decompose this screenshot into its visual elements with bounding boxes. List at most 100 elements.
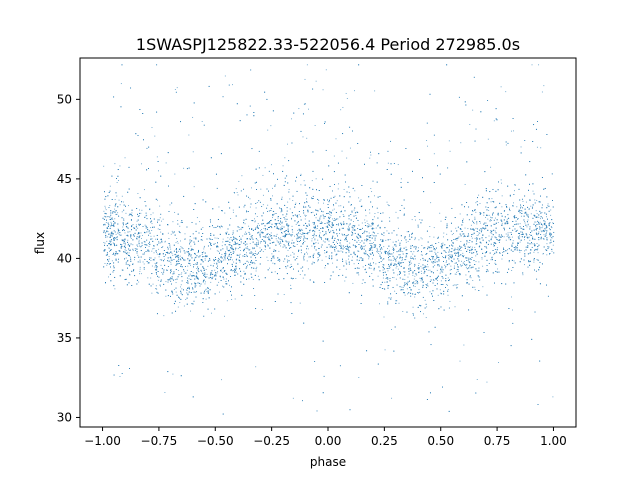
data-point xyxy=(186,289,188,291)
data-point xyxy=(194,283,196,285)
data-point xyxy=(132,250,134,252)
data-point xyxy=(255,270,257,272)
data-point xyxy=(356,235,358,237)
data-point xyxy=(490,230,492,232)
data-point xyxy=(465,266,467,268)
data-point xyxy=(470,277,472,279)
data-point xyxy=(213,259,215,261)
data-point xyxy=(535,210,537,212)
data-point xyxy=(180,221,182,223)
data-point xyxy=(524,250,526,252)
data-point xyxy=(406,256,408,258)
data-point xyxy=(215,267,217,269)
data-point xyxy=(374,213,376,214)
data-point xyxy=(407,293,408,295)
data-point xyxy=(296,237,298,239)
data-point xyxy=(460,240,462,242)
data-point xyxy=(308,223,310,225)
data-point xyxy=(475,227,477,229)
data-point xyxy=(370,154,372,156)
data-point xyxy=(456,271,458,273)
data-point xyxy=(128,273,130,275)
data-point xyxy=(536,146,538,148)
data-point xyxy=(527,219,529,221)
data-point xyxy=(205,288,207,290)
data-point xyxy=(238,229,240,231)
data-point xyxy=(204,258,206,260)
data-point xyxy=(385,239,387,241)
data-point xyxy=(347,248,349,250)
data-point xyxy=(256,266,258,268)
data-point xyxy=(167,260,169,261)
data-point xyxy=(417,282,419,284)
data-point xyxy=(362,266,364,268)
data-point xyxy=(333,208,335,210)
data-point xyxy=(534,215,536,217)
data-point xyxy=(211,277,213,279)
data-point xyxy=(138,239,140,241)
data-point xyxy=(261,229,262,231)
data-point xyxy=(287,249,289,251)
data-point xyxy=(307,253,309,255)
data-point xyxy=(267,233,269,234)
data-point xyxy=(158,256,160,258)
data-point xyxy=(392,248,394,250)
data-point xyxy=(220,270,222,272)
data-point xyxy=(353,263,355,265)
data-point xyxy=(273,213,275,215)
data-point xyxy=(347,230,349,232)
data-point xyxy=(526,236,528,238)
data-point xyxy=(449,254,451,256)
data-point xyxy=(513,130,514,132)
data-point xyxy=(513,202,514,204)
data-point xyxy=(104,282,106,284)
data-point xyxy=(383,235,385,237)
data-point xyxy=(287,201,289,203)
data-point xyxy=(302,277,304,279)
data-point xyxy=(245,231,247,233)
data-point xyxy=(195,275,197,276)
data-point xyxy=(505,91,507,93)
data-point xyxy=(245,247,247,249)
data-point xyxy=(186,292,188,294)
data-point xyxy=(224,212,226,214)
data-point xyxy=(216,272,218,274)
data-point xyxy=(536,216,538,218)
data-point xyxy=(433,153,435,155)
data-point xyxy=(139,270,141,272)
data-point xyxy=(530,205,532,207)
data-point xyxy=(120,83,122,85)
data-point xyxy=(152,259,154,260)
data-point xyxy=(474,289,476,291)
data-point xyxy=(165,281,167,283)
data-point xyxy=(371,248,373,250)
data-point xyxy=(175,253,177,255)
data-point xyxy=(179,225,181,227)
data-point xyxy=(522,233,524,235)
data-point xyxy=(179,232,181,234)
data-point xyxy=(454,306,456,308)
data-point xyxy=(395,211,397,213)
data-point xyxy=(304,78,306,80)
data-point xyxy=(234,298,236,300)
data-point xyxy=(532,206,534,208)
data-point xyxy=(264,167,266,169)
data-point xyxy=(233,261,235,263)
data-point xyxy=(232,209,234,211)
data-point xyxy=(529,234,531,235)
data-point xyxy=(111,260,113,262)
data-point xyxy=(219,259,221,261)
data-point xyxy=(528,236,530,238)
data-point xyxy=(246,211,248,213)
data-point xyxy=(366,235,368,237)
data-point xyxy=(296,244,298,245)
data-point xyxy=(528,208,530,210)
data-point xyxy=(489,232,491,234)
data-point xyxy=(267,204,269,206)
data-point xyxy=(114,211,116,213)
data-point xyxy=(429,291,431,293)
data-point xyxy=(244,223,246,225)
data-point xyxy=(392,259,394,261)
data-point xyxy=(295,223,297,225)
data-point xyxy=(520,215,522,217)
